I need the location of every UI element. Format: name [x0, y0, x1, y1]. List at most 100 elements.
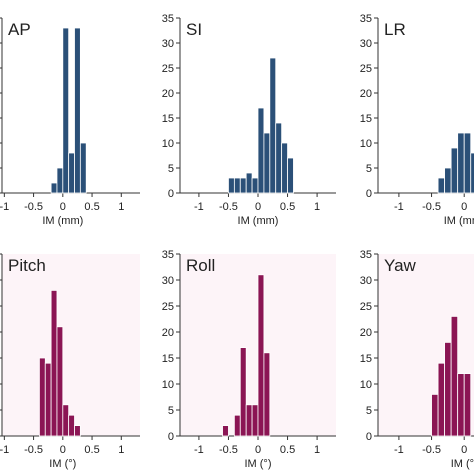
y-tick-label: 5: [366, 163, 372, 175]
x-tick-label: -0.5: [24, 201, 43, 213]
x-tick-label: 0.5: [280, 201, 295, 213]
histogram-bar: [79, 142, 87, 194]
x-axis-label: IM (mm): [42, 215, 83, 227]
y-tick-label: 30: [360, 275, 372, 287]
histogram-bar: [463, 132, 472, 194]
x-tick-label: 1: [118, 444, 124, 456]
y-tick-label: 30: [360, 38, 372, 50]
histogram-bar: [233, 177, 241, 194]
panel-title: AP: [8, 20, 31, 39]
y-tick-label: 30: [162, 275, 174, 287]
histogram-bar: [444, 167, 452, 194]
histogram-bar: [68, 152, 75, 194]
x-axis-label: IM (mm): [444, 215, 474, 227]
x-axis-label: IM (°): [451, 458, 474, 470]
y-tick-label: 20: [360, 88, 372, 100]
x-tick-label: 0.5: [84, 444, 99, 456]
histogram-bar: [281, 142, 288, 194]
y-tick-label: 0: [168, 431, 174, 443]
x-tick-label: 0: [60, 201, 66, 213]
histogram-bar: [245, 172, 253, 194]
histogram-bar: [222, 425, 229, 437]
x-axis-label: IM (°): [244, 458, 271, 470]
panel-yaw: 0 5 10 15 20 25 30 35 -1 -0.5 0 Yaw IM (°): [360, 249, 474, 470]
x-tick-label: -0.5: [219, 201, 238, 213]
histogram-bar: [444, 341, 452, 437]
histogram-bar: [68, 414, 75, 437]
histogram-bar: [450, 147, 459, 194]
histogram-bar: [62, 27, 70, 194]
histogram-bar: [457, 132, 465, 194]
histogram-bar: [269, 57, 277, 194]
y-tick-label: 0: [168, 188, 174, 200]
y-tick-label: 35: [360, 249, 372, 261]
histogram-bar: [251, 404, 259, 437]
y-tick-label: 5: [366, 405, 372, 417]
histogram-bar: [257, 107, 265, 194]
histogram-bar: [263, 352, 271, 437]
panel-roll: 0 5 10 15 20 25 30 35 -1 -0.5 0 0.5 1 Roll IM (°): [162, 249, 336, 470]
y-tick-label: 0: [366, 188, 372, 200]
y-tick-label: 25: [360, 63, 372, 75]
x-tick-label: 1: [314, 201, 320, 213]
histogram-bar: [50, 182, 58, 194]
x-tick-label: -1: [394, 201, 404, 213]
panel-title: Yaw: [384, 256, 417, 275]
panel-title: Pitch: [8, 256, 46, 275]
panel-si: 0 5 10 15 20 25 30 35 -1 -0.5 0 0.5 1 SI IM (mm): [162, 13, 336, 227]
histogram-bar: [275, 122, 283, 194]
histogram-bar: [233, 414, 241, 437]
y-tick-label: 35: [162, 249, 174, 261]
histogram-bar: [245, 404, 253, 437]
histogram-bar: [257, 274, 265, 437]
y-tick-label: 5: [168, 163, 174, 175]
y-tick-label: 15: [360, 113, 372, 125]
x-tick-label: -0.5: [422, 444, 441, 456]
histogram-bar: [39, 357, 46, 437]
histogram-bar: [450, 315, 459, 437]
histogram-bar: [74, 425, 81, 437]
y-tick-label: 20: [360, 327, 372, 339]
x-tick-label: 0: [461, 444, 467, 456]
panel-lr: 0 5 10 15 20 25 30 35 -1 -0.5 0 LR IM (mm): [360, 13, 474, 227]
x-tick-label: 0.5: [280, 444, 295, 456]
x-tick-label: 0: [255, 444, 261, 456]
y-tick-label: 30: [162, 38, 174, 50]
histogram-bar: [74, 27, 81, 194]
y-tick-label: 15: [162, 353, 174, 365]
panel-title: SI: [186, 20, 202, 39]
x-tick-label: -0.5: [24, 444, 43, 456]
y-tick-label: 25: [162, 301, 174, 313]
panel-background: [2, 254, 140, 436]
x-tick-label: -0.5: [422, 201, 441, 213]
y-tick-label: 35: [360, 13, 372, 25]
histogram-bar: [239, 347, 247, 437]
histogram-bar: [44, 362, 52, 437]
panel-title: LR: [384, 20, 406, 39]
x-tick-label: -1: [0, 444, 9, 456]
histogram-bar: [62, 404, 70, 437]
x-tick-label: -1: [194, 201, 204, 213]
y-tick-label: 10: [162, 379, 174, 391]
x-axis-label: IM (mm): [238, 215, 279, 227]
histogram-bar: [228, 177, 235, 194]
x-tick-label: -1: [0, 201, 9, 213]
y-tick-label: 10: [162, 138, 174, 150]
histogram-bar: [457, 373, 465, 437]
x-tick-label: 1: [314, 444, 320, 456]
histogram-bar: [287, 157, 294, 194]
x-tick-label: 0: [255, 201, 261, 213]
x-tick-label: 0.5: [84, 201, 99, 213]
y-tick-label: 15: [360, 353, 372, 365]
x-tick-label: -1: [394, 444, 404, 456]
x-tick-label: 1: [118, 201, 124, 213]
y-tick-label: 5: [168, 405, 174, 417]
y-tick-label: 0: [366, 431, 372, 443]
y-tick-label: 15: [162, 113, 174, 125]
histogram-bar: [437, 362, 446, 437]
x-tick-label: 0: [60, 444, 66, 456]
y-tick-label: 20: [162, 88, 174, 100]
panel-title: Roll: [186, 256, 215, 275]
